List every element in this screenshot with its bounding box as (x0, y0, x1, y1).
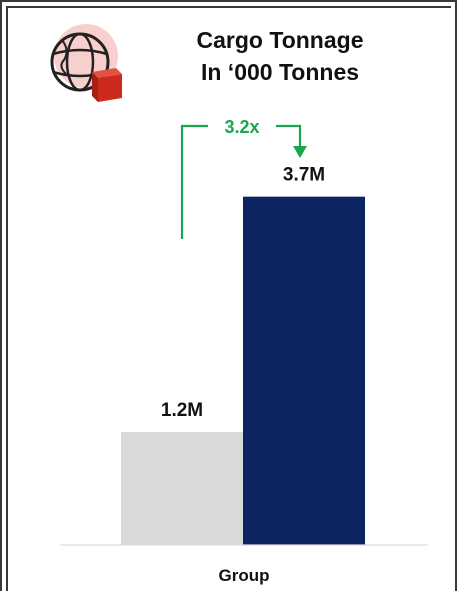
chart-title: Cargo Tonnage In ‘000 Tonnes (150, 24, 410, 88)
chart-inner-frame (6, 6, 451, 591)
bar-current-value-label: 3.7M (283, 165, 325, 186)
chart-title-line-1: Cargo Tonnage (196, 27, 364, 53)
bar-current (243, 196, 365, 545)
chart-title-line-2: In ‘000 Tonnes (200, 59, 360, 85)
growth-arrowhead-icon (293, 146, 307, 158)
growth-bracket-line (180, 124, 302, 239)
bar-previous (121, 432, 243, 545)
x-category-label: Group (219, 566, 270, 585)
bar-previous-value-label: 1.2M (161, 400, 203, 421)
growth-multiplier-label: 3.2x (224, 117, 259, 137)
growth-multiplier-annotation: 3.2x (180, 117, 307, 239)
globe-with-box-icon (50, 24, 122, 102)
